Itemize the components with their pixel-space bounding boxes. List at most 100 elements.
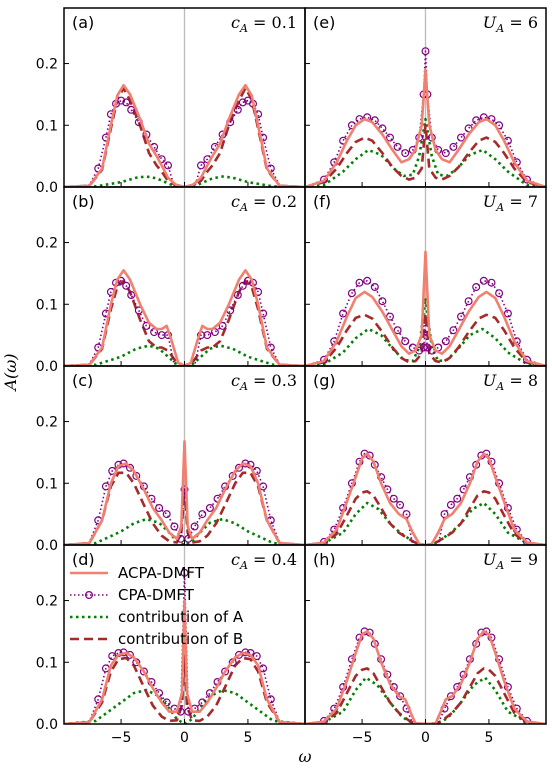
legend-label: contribution of B [118,630,243,648]
plot-area [305,449,546,545]
cpa-marker [164,161,173,170]
cpa-marker [233,105,242,114]
cpa-marker [122,98,131,107]
x-tick-label: 5 [243,730,252,746]
cpa-marker [132,471,141,480]
cpa-marker [339,309,348,318]
cpa-marker [139,667,148,676]
panel-label: (e) [313,13,335,32]
panel-parameter: cA = 0.4 [231,550,297,572]
cpa-marker [235,463,244,472]
panel-label: (f) [313,192,331,211]
legend-label: contribution of A [118,608,244,626]
plot-area [64,268,305,366]
cpa-marker [180,485,189,494]
cpa-marker [347,289,356,298]
plot-area [64,83,305,187]
panel-c: (c) cA = 0.3 [63,365,306,546]
cpa-marker [449,326,458,335]
panel-parameter: UA = 7 [483,192,538,214]
cpa-marker [127,105,136,114]
cpa-marker [155,504,164,513]
series-line-acpa [305,68,546,187]
cpa-marker [203,331,212,340]
cpa-marker [197,161,206,170]
x-tick-label: 0 [421,730,430,746]
panel-parameter: UA = 9 [483,550,538,572]
series-line-acpa [305,452,546,545]
series-line-contribB [305,124,546,187]
x-tick-labels: −5 0 5 −5 0 5 [111,730,494,746]
cpa-marker [457,133,466,142]
cpa-marker [421,47,430,56]
cpa-marker [228,471,237,480]
cpa-marker [401,337,410,346]
panel-label: (b) [72,192,95,211]
cpa-marker [125,650,134,659]
panel-parameter: UA = 6 [483,13,538,35]
y-tick-label: 0.1 [36,118,58,134]
series-line-contribB [305,667,546,724]
panel-g: (g) UA = 8 [304,365,547,546]
y-tick-label: 0.1 [36,297,58,313]
panel-parameter: cA = 0.3 [231,371,297,393]
panel-parameter: cA = 0.1 [231,13,297,35]
cpa-marker [150,328,159,337]
series-line-cpa [305,50,546,187]
panel-h: (h) UA = 9 [304,544,547,725]
cpa-marker [218,321,227,330]
y-tick-label: 0.0 [36,359,58,375]
panel-e: (e) UA = 6 [304,7,547,188]
x-tick-label: 0 [180,730,189,746]
legend: ACPA-DMFT CPA-DMFT contribution of A contri… [70,564,244,648]
series-line-cpa [305,630,546,724]
series-line-cpa [305,452,546,545]
cpa-marker [238,281,247,290]
cpa-marker [389,494,398,503]
series-line-cpa [305,279,546,366]
cpa-marker [127,291,136,300]
cpa-marker [446,500,455,509]
cpa-marker [522,355,531,364]
cpa-marker [419,343,428,352]
cpa-marker [170,522,179,531]
cpa-marker [233,291,242,300]
series-line-contribB [305,312,546,366]
cpa-marker [108,652,117,661]
cpa-marker [378,297,387,306]
cpa-marker [441,149,450,158]
panel-label: (g) [313,371,336,390]
y-tick-label: 0.2 [36,236,58,252]
y-tick-label: 0.2 [36,415,58,431]
cpa-marker [386,133,395,142]
panel-parameter: cA = 0.2 [231,192,297,214]
plot-area [305,47,546,187]
series-line-acpa [305,250,546,366]
legend-label: CPA-DMFT [118,586,195,604]
x-tick-label: −5 [111,730,132,746]
cpa-marker [440,510,449,519]
cpa-marker [479,276,488,285]
series-line-contribA [64,175,305,187]
cpa-marker [472,283,481,292]
series-line-contribA [64,688,305,724]
cpa-marker [464,297,473,306]
legend-label: ACPA-DMFT [118,564,205,582]
cpa-marker [441,337,450,346]
y-tick-label: 0.0 [36,538,58,554]
x-axis-label: ω [298,747,311,766]
y-axis-label: A(ω) [1,353,20,392]
series-line-acpa [305,630,546,724]
cpa-marker [210,328,219,337]
y-tick-label: 0.1 [36,476,58,492]
cpa-marker [393,142,402,151]
series-line-acpa [64,268,305,366]
cpa-marker [370,283,379,292]
series-line-contribB [64,86,305,187]
plot-area [305,627,546,724]
panel-label: (d) [72,550,95,569]
y-tick-label: 0.0 [36,180,58,196]
legend-item-acpa: ACPA-DMFT [70,564,205,582]
cpa-marker [320,355,329,364]
